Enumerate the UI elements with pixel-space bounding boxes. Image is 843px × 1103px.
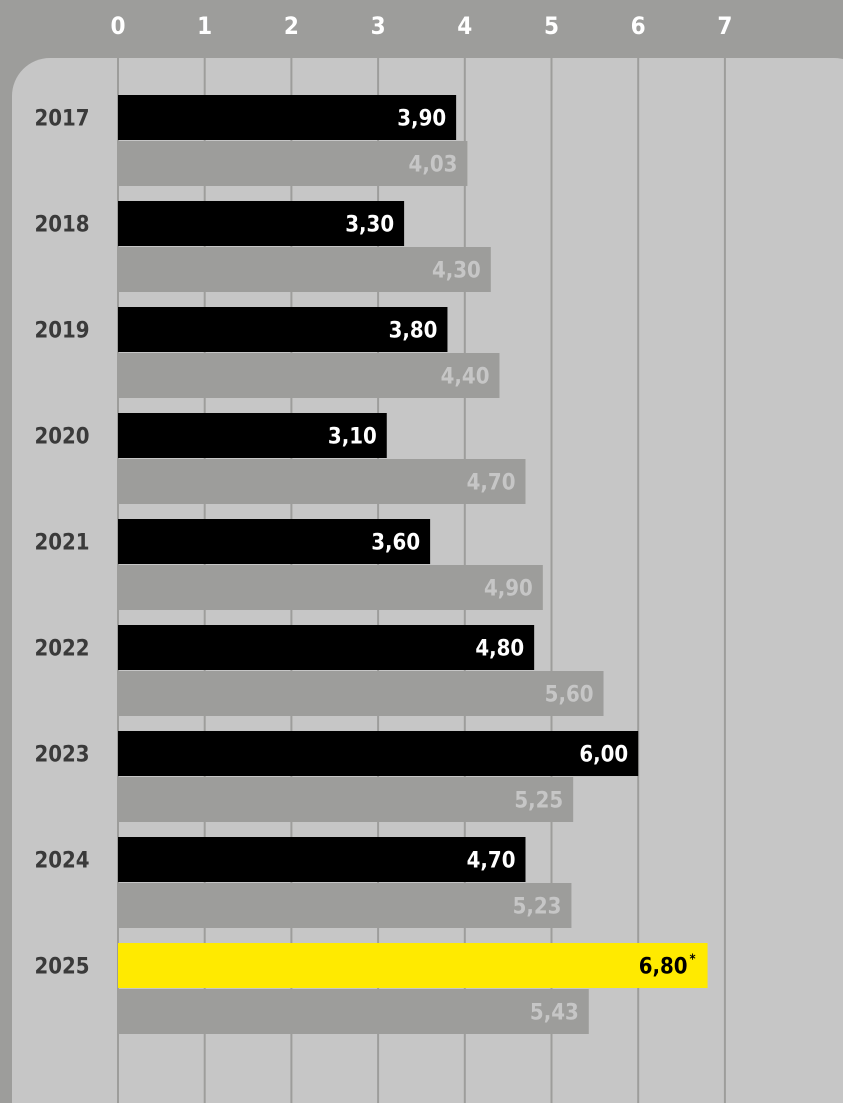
bar-group-2024: 2024 4,70 5,23 xyxy=(34,837,572,928)
bar-group-2020: 2020 3,10 4,70 xyxy=(34,413,526,504)
bar-2017-series-1 xyxy=(118,95,457,140)
bars: 2017 3,90 4,03 2018 3,30 4,30 2019 3,804,40 2020… xyxy=(34,95,708,1034)
category-label-2020: 2020 xyxy=(34,425,89,450)
data-label-2020-series-1: 3,10 xyxy=(328,425,377,450)
x-tick-label-2: 2 xyxy=(284,12,299,40)
bar-2017-series-2 xyxy=(118,141,468,186)
bar-2019-series-2 xyxy=(118,353,500,398)
category-label-2024: 2024 xyxy=(34,849,89,874)
bar-group-2018: 2018 3,30 4,30 xyxy=(34,201,491,292)
category-label-2021: 2021 xyxy=(34,531,89,556)
bar-2020-series-2 xyxy=(118,459,526,504)
bar-2025-series-1 xyxy=(118,943,708,988)
data-label-2019-series-1: 3,80 xyxy=(389,319,438,344)
data-label-2022-series-1: 4,80 xyxy=(475,637,524,662)
bar-group-2019: 2019 3,804,40 xyxy=(34,307,500,398)
x-tick-label-5: 5 xyxy=(544,12,559,40)
data-label-2018-series-1: 3,30 xyxy=(345,213,394,238)
bar-group-2022: 2022 4,80 5,60 xyxy=(34,625,604,716)
data-label-2020-series-2: 4,70 xyxy=(467,471,516,496)
bar-2021-series-1 xyxy=(118,519,431,564)
bar-group-2025: 2025 6,80 * 5,43 xyxy=(34,943,708,1034)
x-tick-label-4: 4 xyxy=(457,12,472,40)
bar-2022-series-2 xyxy=(118,671,604,716)
bar-2018-series-2 xyxy=(118,247,491,292)
x-tick-label-1: 1 xyxy=(197,12,212,40)
x-tick-label-7: 7 xyxy=(717,12,732,40)
data-label-2017-series-2: 4,03 xyxy=(409,153,458,178)
bar-2020-series-1 xyxy=(118,413,387,458)
data-label-2019-series-2: 4,40 xyxy=(441,365,490,390)
category-label-2022: 2022 xyxy=(34,637,89,662)
bar-2019-series-1 xyxy=(118,307,448,352)
bar-2025-series-2 xyxy=(118,989,589,1034)
bar-2024-series-1 xyxy=(118,837,526,882)
data-label-2018-series-2: 4,30 xyxy=(432,259,481,284)
bar-2022-series-1 xyxy=(118,625,535,670)
category-label-2025: 2025 xyxy=(34,955,89,980)
data-label-2017-series-1: 3,90 xyxy=(397,107,446,132)
category-label-2017: 2017 xyxy=(34,107,89,132)
x-tick-label-6: 6 xyxy=(631,12,646,40)
bar-2021-series-2 xyxy=(118,565,543,610)
bar-group-2023: 2023 6,00 5,25 xyxy=(34,731,639,822)
data-label-2024-series-1: 4,70 xyxy=(467,849,516,874)
x-axis-ticks: 0 1 2 3 4 5 6 7 xyxy=(110,12,732,40)
footnote-marker-2025: * xyxy=(690,953,696,968)
data-label-2025-series-1: 6,80 xyxy=(639,955,688,980)
bar-2023-series-1 xyxy=(118,731,639,776)
x-tick-label-0: 0 xyxy=(110,12,125,40)
category-label-2023: 2023 xyxy=(34,743,89,768)
bar-2023-series-2 xyxy=(118,777,574,822)
data-label-2021-series-1: 3,60 xyxy=(371,531,420,556)
data-label-2023-series-1: 6,00 xyxy=(579,743,628,768)
bar-2024-series-2 xyxy=(118,883,572,928)
category-label-2018: 2018 xyxy=(34,213,89,238)
data-label-2025-series-2: 5,43 xyxy=(530,1001,579,1026)
bar-group-2017: 2017 3,90 4,03 xyxy=(34,95,468,186)
x-tick-label-3: 3 xyxy=(371,12,386,40)
category-label-2019: 2019 xyxy=(34,319,89,344)
data-label-2023-series-2: 5,25 xyxy=(514,789,563,814)
bar-group-2021: 2021 3,60 4,90 xyxy=(34,519,543,610)
bar-2018-series-1 xyxy=(118,201,405,246)
data-label-2024-series-2: 5,23 xyxy=(513,895,562,920)
data-label-2021-series-2: 4,90 xyxy=(484,577,533,602)
data-label-2022-series-2: 5,60 xyxy=(545,683,594,708)
